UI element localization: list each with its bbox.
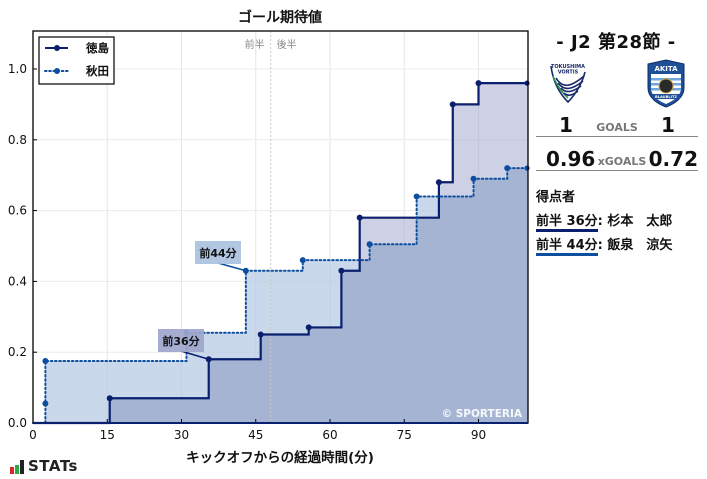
svg-text:0.2: 0.2 bbox=[8, 345, 27, 359]
svg-text:15: 15 bbox=[100, 428, 115, 442]
home-xg: 0.96 bbox=[546, 147, 596, 171]
svg-text:75: 75 bbox=[397, 428, 412, 442]
svg-text:0: 0 bbox=[29, 428, 37, 442]
xgoals-label: xGOALS bbox=[597, 155, 647, 168]
svg-text:AKITA: AKITA bbox=[654, 65, 678, 73]
scorer-item: 前半 36分: 杉本 太郎 bbox=[536, 210, 673, 232]
xgoals-row: 0.96 xGOALS 0.72 bbox=[536, 146, 698, 171]
series-lines bbox=[32, 80, 530, 425]
home-goals: 1 bbox=[559, 113, 573, 137]
svg-text:後半: 後半 bbox=[277, 38, 297, 51]
svg-text:前半: 前半 bbox=[245, 38, 265, 51]
svg-text:45: 45 bbox=[248, 428, 263, 442]
goal-annotations: 前36分 前44分 bbox=[158, 241, 247, 361]
svg-text:0.4: 0.4 bbox=[8, 274, 27, 288]
svg-text:1.0: 1.0 bbox=[8, 62, 27, 76]
watermark: © SPORTERIA bbox=[442, 408, 523, 420]
axes: 0 15 30 45 60 75 90 0.0 0.2 0.4 0.6 0.8 1.0 bbox=[8, 62, 528, 442]
svg-text:60: 60 bbox=[322, 428, 337, 442]
svg-text:0.0: 0.0 bbox=[8, 416, 27, 430]
cumulative-areas bbox=[33, 83, 528, 423]
halftime-marker: 前半 後半 bbox=[245, 31, 297, 423]
svg-text:BLAUBLITZ: BLAUBLITZ bbox=[655, 95, 677, 99]
stats-brand-logo: STATs bbox=[10, 458, 78, 474]
svg-text:前36分: 前36分 bbox=[162, 334, 199, 348]
scorer-item: 前半 44分: 飯泉 涼矢 bbox=[536, 234, 673, 256]
svg-text:TOKUSHIMA: TOKUSHIMA bbox=[551, 64, 585, 70]
goals-row: 1 GOALS 1 bbox=[536, 112, 698, 137]
svg-text:秋田: 秋田 bbox=[86, 64, 109, 78]
scorer-time: 前半 44分 bbox=[536, 238, 598, 256]
scorer-name: : 飯泉 涼矢 bbox=[597, 238, 673, 253]
svg-text:VORTIS: VORTIS bbox=[558, 70, 579, 76]
svg-text:30: 30 bbox=[174, 428, 189, 442]
goals-label: GOALS bbox=[596, 121, 638, 134]
chart-title: ゴール期待値 bbox=[238, 9, 322, 26]
match-summary-panel: - J2 第28節 - TOKUSHIMA VORTIS AKITA BLAUB… bbox=[534, 0, 707, 479]
matchday-title: - J2 第28節 - bbox=[556, 32, 676, 53]
away-xg: 0.72 bbox=[648, 147, 698, 171]
svg-text:徳島: 徳島 bbox=[85, 41, 109, 55]
svg-text:0.8: 0.8 bbox=[8, 133, 27, 147]
svg-text:90: 90 bbox=[471, 428, 486, 442]
away-goals: 1 bbox=[661, 113, 675, 137]
svg-text:前44分: 前44分 bbox=[199, 246, 236, 260]
scorer-time: 前半 36分 bbox=[536, 214, 598, 232]
akita-blaublitz-logo: AKITA BLAUBLITZ bbox=[647, 59, 685, 108]
svg-text:0.6: 0.6 bbox=[8, 204, 27, 218]
scorers-title: 得点者 bbox=[536, 190, 576, 205]
x-axis-label: キックオフからの経過時間(分) bbox=[186, 449, 374, 466]
bar-chart-icon bbox=[10, 460, 24, 474]
tokushima-vortis-logo: TOKUSHIMA VORTIS bbox=[550, 64, 586, 104]
scorer-name: : 杉本 太郎 bbox=[597, 214, 673, 229]
brand-text: STATs bbox=[28, 457, 78, 475]
